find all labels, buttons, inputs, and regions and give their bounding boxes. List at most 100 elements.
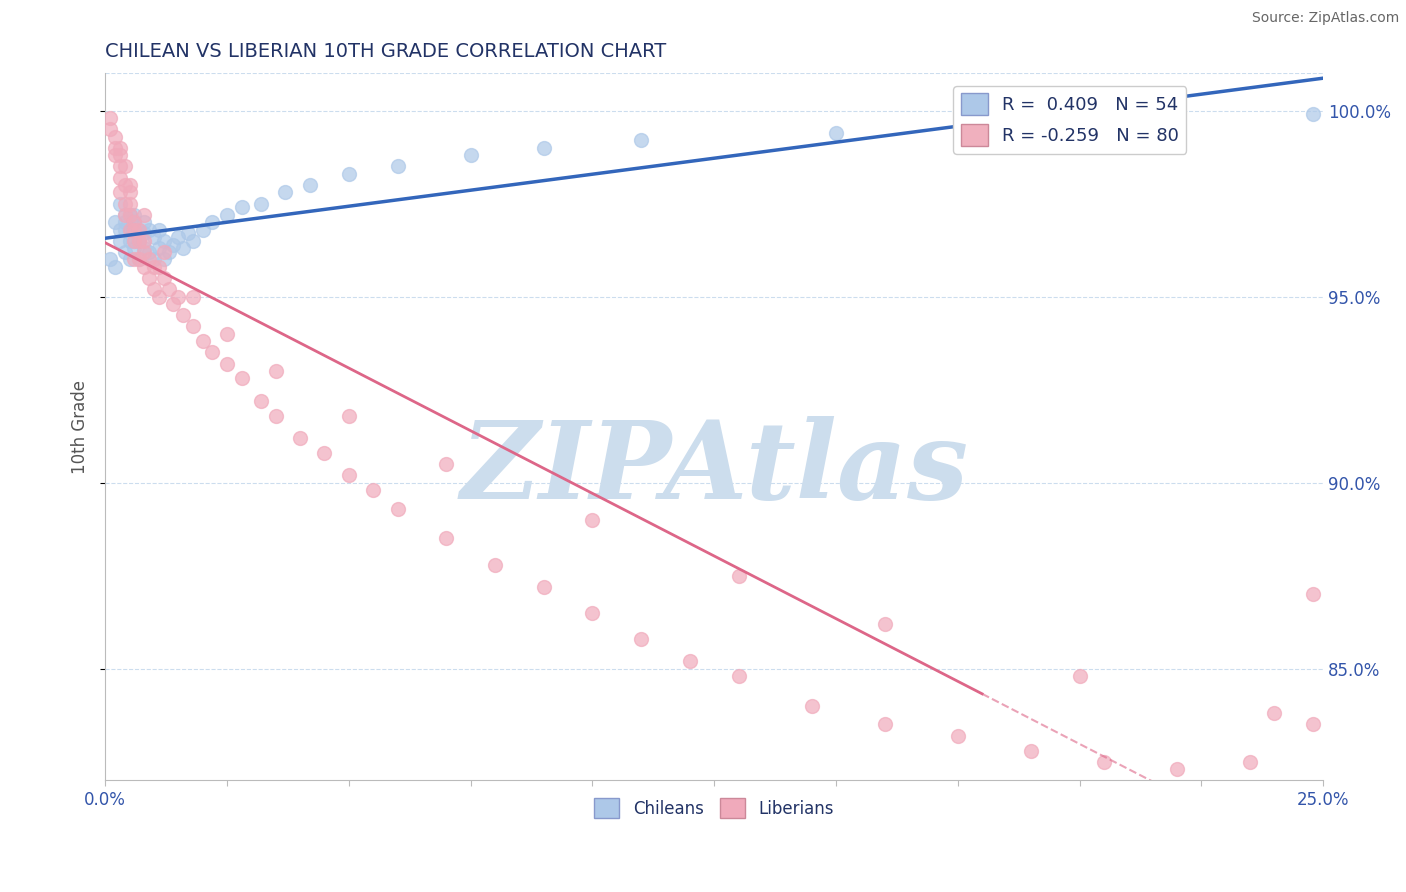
Point (108, 148, 131, 162)
Point (128, 222, 150, 236)
Point (314, 446, 336, 460)
Point (114, 245, 136, 260)
Point (108, 141, 131, 155)
Point (104, 129, 127, 144)
Point (181, 319, 204, 334)
Point (1239, 755, 1261, 769)
Point (288, 431, 311, 445)
Point (1166, 115, 1188, 129)
Text: Source: ZipAtlas.com: Source: ZipAtlas.com (1251, 11, 1399, 25)
Point (104, 148, 127, 162)
Point (387, 160, 409, 174)
Point (387, 501, 409, 516)
Point (118, 196, 141, 211)
Point (337, 468, 360, 483)
Point (128, 234, 150, 248)
Point (124, 234, 146, 248)
Point (727, 568, 749, 582)
Point (142, 282, 165, 296)
Point (215, 208, 238, 222)
Point (361, 483, 384, 497)
Point (1302, 587, 1324, 601)
Point (215, 357, 238, 371)
Point (98, 252, 121, 267)
Point (134, 227, 156, 241)
Point (191, 222, 214, 236)
Point (231, 200, 253, 214)
Text: ZIPAtlas: ZIPAtlas (460, 417, 969, 523)
Point (134, 215, 156, 229)
Point (128, 222, 150, 236)
Point (1302, 717, 1324, 731)
Point (298, 178, 321, 192)
Point (250, 393, 273, 408)
Point (134, 208, 156, 222)
Point (114, 196, 136, 211)
Point (484, 558, 506, 572)
Point (533, 141, 555, 155)
Point (152, 245, 174, 260)
Point (250, 196, 273, 211)
Point (201, 345, 224, 359)
Point (108, 234, 131, 248)
Point (118, 234, 141, 248)
Point (162, 237, 184, 252)
Point (177, 227, 200, 241)
Point (138, 222, 160, 236)
Point (128, 252, 150, 267)
Point (118, 208, 141, 222)
Point (134, 260, 156, 274)
Point (108, 186, 131, 200)
Point (581, 606, 603, 620)
Point (108, 170, 131, 185)
Point (118, 186, 141, 200)
Point (264, 364, 287, 378)
Point (124, 241, 146, 255)
Point (172, 308, 194, 322)
Point (98, 122, 121, 136)
Point (460, 148, 482, 162)
Point (138, 252, 160, 267)
Point (1302, 107, 1324, 121)
Point (148, 222, 170, 236)
Point (946, 729, 969, 743)
Point (108, 196, 131, 211)
Point (157, 245, 180, 260)
Point (1092, 755, 1115, 769)
Text: CHILEAN VS LIBERIAN 10TH GRADE CORRELATION CHART: CHILEAN VS LIBERIAN 10TH GRADE CORRELATI… (105, 42, 666, 61)
Point (124, 215, 146, 229)
Point (337, 409, 360, 423)
Point (152, 271, 174, 285)
Point (181, 290, 204, 304)
Point (134, 245, 156, 260)
Point (134, 234, 156, 248)
Point (148, 260, 170, 274)
Point (191, 334, 214, 349)
Point (630, 632, 652, 646)
Point (138, 245, 160, 260)
Y-axis label: 10th Grade: 10th Grade (72, 380, 89, 474)
Point (533, 580, 555, 594)
Point (727, 669, 749, 683)
Point (800, 698, 823, 713)
Point (172, 241, 194, 255)
Point (630, 133, 652, 147)
Point (1019, 743, 1042, 757)
Point (1069, 669, 1091, 683)
Point (162, 297, 184, 311)
Point (142, 260, 165, 274)
Point (157, 282, 180, 296)
Point (118, 222, 141, 236)
Point (264, 409, 287, 423)
Point (679, 654, 702, 668)
Point (124, 215, 146, 229)
Point (108, 160, 131, 174)
Point (873, 717, 896, 731)
Point (114, 160, 136, 174)
Point (152, 252, 174, 267)
Point (434, 457, 457, 471)
Point (134, 241, 156, 255)
Point (114, 208, 136, 222)
Point (1263, 706, 1285, 721)
Point (124, 208, 146, 222)
